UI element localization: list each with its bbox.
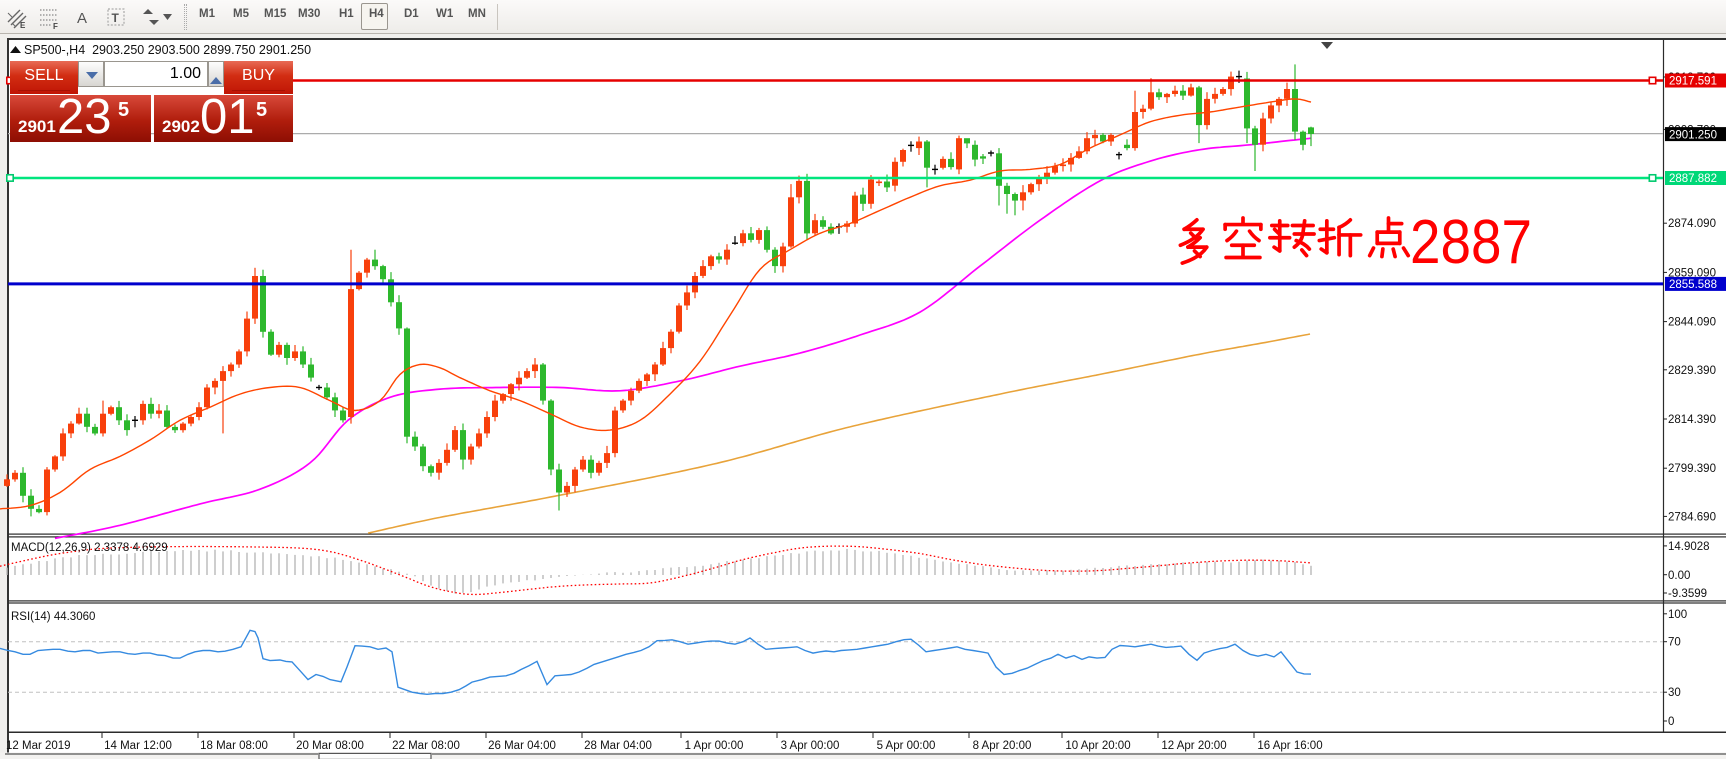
svg-text:5 Apr 00:00: 5 Apr 00:00 — [877, 740, 936, 752]
svg-text:70: 70 — [1668, 637, 1681, 649]
svg-text:2855.588: 2855.588 — [1669, 279, 1717, 291]
svg-text:2859.090: 2859.090 — [1668, 267, 1716, 279]
svg-text:2814.390: 2814.390 — [1668, 414, 1716, 426]
svg-text:SP500-,H4 2903.250 2903.500 2: SP500-,H4 2903.250 2903.500 2899.750 290… — [24, 43, 311, 57]
svg-text:20 Mar 08:00: 20 Mar 08:00 — [296, 740, 364, 752]
svg-text:28 Mar 04:00: 28 Mar 04:00 — [584, 740, 652, 752]
svg-text:2784.690: 2784.690 — [1668, 511, 1716, 523]
svg-text:A: A — [77, 10, 87, 27]
svg-text:2829.390: 2829.390 — [1668, 365, 1716, 377]
svg-text:2917.591: 2917.591 — [1669, 76, 1717, 88]
svg-text:14 Mar 12:00: 14 Mar 12:00 — [104, 740, 172, 752]
svg-text:26 Mar 04:00: 26 Mar 04:00 — [488, 740, 556, 752]
svg-text:12 Apr 20:00: 12 Apr 20:00 — [1161, 740, 1226, 752]
svg-text:1 Apr 00:00: 1 Apr 00:00 — [685, 740, 744, 752]
svg-text:8 Apr 20:00: 8 Apr 20:00 — [973, 740, 1032, 752]
svg-text:12 Mar 2019: 12 Mar 2019 — [6, 740, 71, 752]
svg-text:-9.3599: -9.3599 — [1668, 588, 1707, 600]
svg-text:2887.882: 2887.882 — [1669, 173, 1717, 185]
svg-text:2901.250: 2901.250 — [1669, 129, 1717, 141]
svg-text:18 Mar 08:00: 18 Mar 08:00 — [200, 740, 268, 752]
svg-text:16 Apr 16:00: 16 Apr 16:00 — [1257, 740, 1322, 752]
svg-text:100: 100 — [1668, 609, 1687, 621]
svg-text:F: F — [53, 22, 58, 31]
svg-text:2844.090: 2844.090 — [1668, 317, 1716, 329]
svg-text:22 Mar 08:00: 22 Mar 08:00 — [392, 740, 460, 752]
svg-text:3 Apr 00:00: 3 Apr 00:00 — [781, 740, 840, 752]
svg-text:0.00: 0.00 — [1668, 570, 1690, 582]
svg-text:0: 0 — [1668, 716, 1674, 728]
svg-text:14.9028: 14.9028 — [1668, 541, 1710, 553]
svg-text:10 Apr 20:00: 10 Apr 20:00 — [1065, 740, 1130, 752]
svg-text:T: T — [112, 11, 120, 25]
svg-text:MACD(12,26,9) 2.3378 4.6929: MACD(12,26,9) 2.3378 4.6929 — [11, 542, 168, 554]
svg-text:2874.090: 2874.090 — [1668, 218, 1716, 230]
svg-text:2887: 2887 — [1410, 208, 1532, 277]
svg-text:RSI(14) 44.3060: RSI(14) 44.3060 — [11, 611, 95, 623]
svg-text:E: E — [20, 21, 26, 30]
svg-text:30: 30 — [1668, 687, 1681, 699]
svg-text:2799.390: 2799.390 — [1668, 463, 1716, 475]
